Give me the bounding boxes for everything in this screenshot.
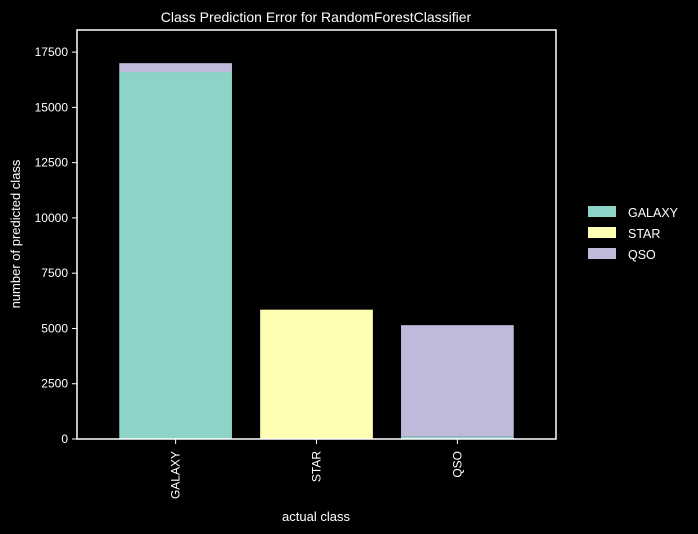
x-tick-label-qso: QSO [450, 451, 464, 478]
x-tick-label-star: STAR [310, 451, 324, 482]
legend-label-galaxy: GALAXY [628, 206, 679, 220]
legend-swatch-qso [588, 248, 616, 259]
y-tick-label: 0 [61, 432, 68, 446]
y-axis-label: number of predicted class [8, 159, 23, 308]
y-tick-label: 10000 [35, 211, 69, 225]
y-axis: 0 2500 5000 7500 10000 12500 15000 17500 [35, 45, 77, 446]
y-tick-label: 12500 [35, 156, 69, 170]
bar-qso-qso [401, 325, 514, 437]
legend-label-qso: QSO [628, 248, 656, 262]
y-tick-label: 2500 [41, 377, 68, 391]
y-tick-label: 5000 [41, 321, 68, 335]
bars-group [119, 63, 514, 439]
x-tick-label-galaxy: GALAXY [169, 451, 183, 499]
legend-swatch-star [588, 227, 616, 238]
chart-title: Class Prediction Error for RandomForestC… [161, 9, 472, 25]
y-tick-label: 7500 [41, 266, 68, 280]
y-tick-label: 17500 [35, 45, 69, 59]
x-axis: GALAXY STAR QSO [169, 439, 464, 499]
legend: GALAXY STAR QSO [588, 206, 679, 262]
legend-swatch-galaxy [588, 206, 616, 217]
bar-star-star [260, 309, 373, 439]
legend-label-star: STAR [628, 227, 660, 241]
bar-galaxy-qso [119, 63, 232, 73]
bar-qso-galaxy [401, 436, 514, 439]
y-tick-label: 15000 [35, 100, 69, 114]
bar-galaxy-galaxy [119, 72, 232, 439]
x-axis-label: actual class [282, 509, 350, 524]
